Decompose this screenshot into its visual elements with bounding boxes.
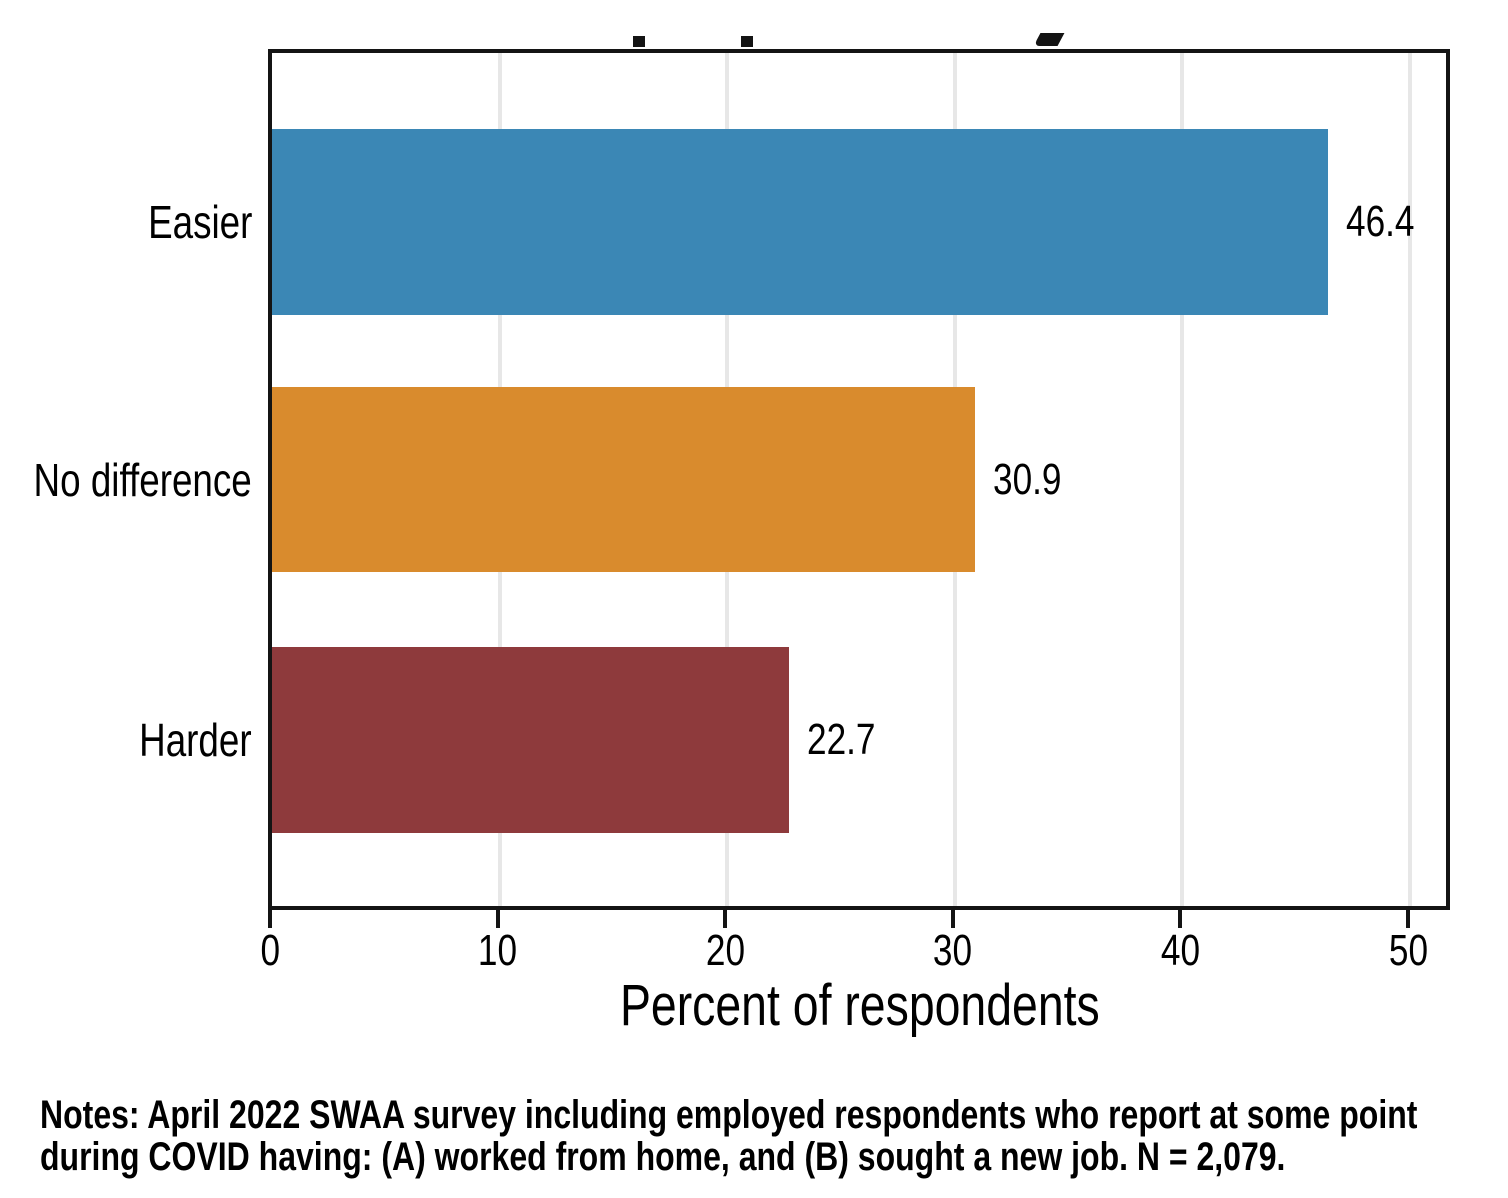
category-label-easier: Easier [0, 129, 252, 315]
plot-area: 46.4 30.9 22.7 [268, 49, 1450, 910]
tick-label-text: 30 [933, 926, 973, 975]
tick-mark-x-50 [1406, 909, 1410, 928]
value-label-no-difference: 30.9 [993, 387, 1079, 572]
gridline-x-50 [1408, 53, 1412, 906]
x-axis-title: Percent of respondents [270, 972, 1450, 1039]
tick-label-x-20: 20 [655, 926, 795, 976]
notes-line-2: during COVID having: (A) worked from hom… [40, 1135, 1286, 1179]
x-axis-title-text: Percent of respondents [620, 973, 1100, 1038]
tick-mark-x-10 [495, 909, 500, 928]
tick-label-text: 0 [260, 926, 280, 975]
tick-label-x-50: 50 [1338, 926, 1478, 976]
category-label-text: Harder [139, 714, 252, 766]
category-label-text: Easier [147, 196, 252, 248]
value-label-text: 46.4 [1346, 197, 1415, 246]
value-label-text: 30.9 [993, 454, 1062, 504]
bar-easier [272, 129, 1329, 315]
tick-label-text: 20 [705, 926, 745, 975]
value-label-text: 22.7 [806, 715, 876, 764]
tick-label-x-30: 30 [883, 926, 1023, 976]
tick-mark-x-20 [723, 909, 728, 928]
bar-no-difference [272, 387, 976, 572]
tick-label-x-10: 10 [428, 926, 568, 976]
cropped-title-descender [741, 36, 753, 47]
tick-mark-x-0 [268, 909, 272, 928]
category-label-text: No difference [33, 453, 252, 506]
value-label-easier: 46.4 [1346, 129, 1432, 315]
category-label-harder: Harder [0, 647, 252, 833]
figure-notes: Notes: April 2022 SWAA survey including … [40, 1094, 1508, 1178]
tick-label-text: 40 [1160, 926, 1200, 975]
bar-harder [272, 647, 789, 833]
tick-label-x-40: 40 [1110, 926, 1250, 976]
tick-label-x-0: 0 [200, 926, 340, 976]
cropped-title-descender [633, 36, 645, 47]
tick-label-text: 50 [1388, 926, 1428, 975]
tick-mark-x-30 [950, 909, 955, 928]
tick-mark-x-40 [1178, 909, 1183, 928]
category-label-no-difference: No difference [0, 387, 252, 572]
cropped-title-descender [1033, 33, 1065, 46]
gridline-x-40 [1180, 53, 1185, 906]
value-label-harder: 22.7 [807, 647, 893, 833]
tick-label-text: 10 [478, 926, 518, 975]
notes-line-1: Notes: April 2022 SWAA survey including … [40, 1093, 1418, 1137]
